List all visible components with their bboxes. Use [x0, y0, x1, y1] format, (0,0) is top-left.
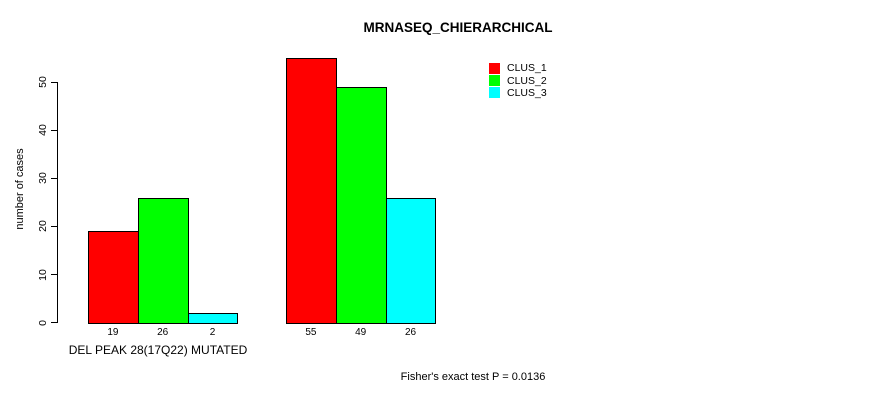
y-tick-mark	[51, 322, 58, 324]
y-tick-label: 40	[37, 124, 49, 136]
bar-clus_3-group2	[386, 197, 436, 324]
y-tick-mark	[51, 177, 58, 179]
x-group-label: DEL PEAK 28(17Q22) MUTATED	[68, 343, 248, 357]
legend: CLUS_1 CLUS_2 CLUS_3	[489, 62, 547, 99]
y-tick-label: 50	[37, 76, 49, 88]
legend-item-clus_1: CLUS_1	[489, 62, 547, 74]
legend-item-clus_2: CLUS_2	[489, 74, 547, 87]
bar-clus_3-group1	[188, 313, 238, 324]
legend-label: CLUS_3	[507, 86, 547, 99]
bar-clus_1-group2	[286, 57, 337, 324]
y-tick-mark	[51, 81, 58, 83]
bar-value-label: 49	[355, 327, 367, 338]
legend-swatch-icon	[489, 62, 500, 74]
bar-value-label: 19	[107, 327, 119, 338]
bar-value-label: 55	[305, 327, 317, 338]
legend-swatch-icon	[489, 87, 500, 99]
legend-label: CLUS_1	[507, 62, 547, 75]
legend-item-clus_3: CLUS_3	[489, 87, 547, 99]
legend-swatch-icon	[489, 75, 500, 87]
bar-value-label: 26	[404, 327, 417, 338]
y-tick-label: 10	[37, 268, 49, 281]
bar-value-label: 2	[209, 327, 216, 338]
legend-label: CLUS_2	[507, 74, 547, 87]
y-tick-mark	[51, 225, 58, 227]
bar-clus_2-group1	[138, 197, 189, 324]
y-axis-label: number of cases	[14, 148, 26, 230]
bar-clus_2-group2	[336, 86, 387, 324]
bar-clus_1-group1	[88, 231, 139, 324]
y-tick-label: 0	[37, 319, 49, 326]
y-tick-mark	[51, 129, 58, 131]
chart-title: MRNASEQ_CHIERARCHICAL	[363, 20, 553, 35]
y-tick-mark	[51, 274, 58, 276]
y-tick-label: 30	[37, 172, 49, 185]
y-axis-line	[57, 82, 58, 323]
bar-value-label: 26	[157, 327, 169, 338]
annotation-text: Fisher's exact test P = 0.0136	[400, 371, 546, 383]
y-tick-label: 20	[37, 220, 49, 233]
